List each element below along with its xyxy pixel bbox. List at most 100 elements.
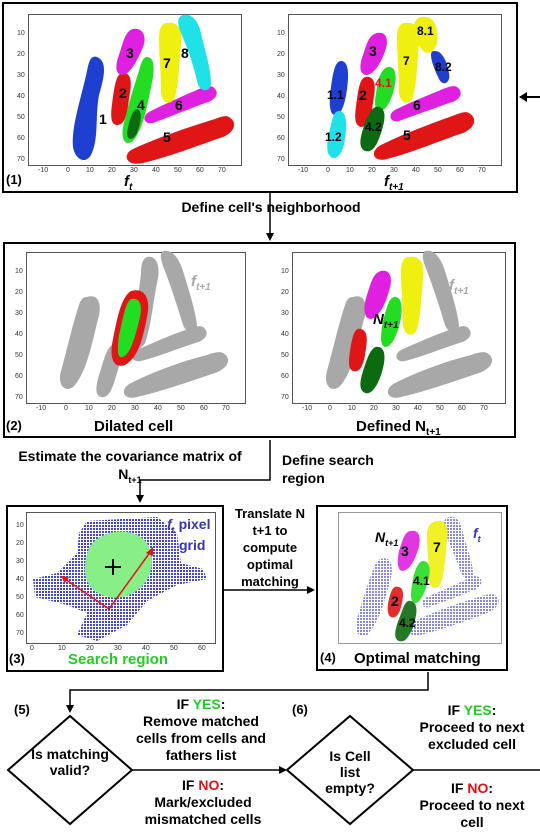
x-tick: 10 [86, 167, 94, 174]
cell-7-shape [159, 22, 182, 103]
x-tick: 40 [152, 167, 160, 174]
cell-1-shape [72, 56, 104, 161]
panel-4-plot: Nt+1 ft 3 7 4.1 2 4.2 [338, 512, 502, 644]
no-text: Mark/excluded mismatched cells [144, 794, 262, 827]
panel-2-right-cells [325, 250, 493, 398]
label-text: f [473, 525, 478, 541]
y-tick: 10 [277, 30, 285, 37]
x-tick: 40 [412, 167, 420, 174]
x-tick: 70 [480, 405, 488, 412]
label-text: Estimate the covariance matrix of N [18, 448, 242, 482]
y-tick: 60 [15, 373, 23, 380]
cell-label: 7 [433, 539, 441, 555]
decision-6-no: IF NO: Proceed to next cell [419, 780, 525, 830]
feedback-arrow-head [519, 92, 527, 102]
y-tick: 20 [277, 51, 285, 58]
y-tick: 70 [15, 394, 23, 401]
ft-cell-outline [355, 558, 392, 637]
x-tick: 60 [200, 405, 208, 412]
matched-cell-red [387, 586, 403, 618]
caption-text: f [384, 173, 389, 190]
y-tick: 40 [16, 576, 24, 583]
y-tick: 50 [16, 594, 24, 601]
decision-5-yes: IF YES: Remove matched cells from cells … [136, 696, 266, 763]
arrow-2-to-3-head [136, 495, 144, 503]
y-tick: 30 [17, 72, 25, 79]
x-tick: 30 [114, 645, 122, 652]
cell-1-2-shape [327, 111, 347, 159]
x-tick: -10 [302, 405, 313, 412]
cell-label: 8.1 [417, 24, 434, 38]
cell-label: 1.1 [327, 88, 344, 102]
y-tick: 70 [17, 156, 25, 163]
x-tick: 30 [130, 167, 138, 174]
cell-6-shape [144, 86, 217, 124]
y-tick: 10 [15, 268, 23, 275]
y-tick: 10 [17, 30, 25, 37]
panel-2-number: (2) [6, 418, 22, 433]
x-tick: 0 [326, 167, 330, 174]
cell-label: 5 [163, 129, 171, 145]
y-tick: 50 [281, 352, 289, 359]
x-tick: 40 [154, 405, 162, 412]
neighbor-shape-green [381, 297, 402, 347]
x-tick: 60 [196, 167, 204, 174]
dilated-cell-core [117, 298, 141, 358]
decision-5-diamond [6, 714, 134, 826]
y-tick: 50 [17, 114, 25, 121]
panel-2-left-caption: Dilated cell [94, 418, 174, 435]
panel-3-plot: ft pixel grid [26, 512, 216, 644]
cell-label: 3 [401, 543, 409, 559]
x-tick: 20 [108, 405, 116, 412]
x-tick: 30 [131, 405, 139, 412]
arrow-3-to-4-head [307, 586, 315, 594]
decision-6-question: Is Cell list empty? [325, 748, 375, 796]
x-tick: -10 [38, 167, 49, 174]
y-tick: 10 [281, 268, 289, 275]
cell-label: 3 [369, 43, 377, 59]
arrow-4-to-5-head [66, 705, 74, 713]
no-prefix: IF [181, 777, 199, 793]
caption-subscript: t [129, 182, 133, 193]
arrow-4-to-5-line [69, 672, 429, 706]
neighbor-shape-magenta [364, 270, 391, 319]
grid-label: ft pixel grid [167, 517, 210, 553]
panel-3-graphics [33, 517, 207, 641]
eigen-vector-b [108, 550, 152, 610]
arrow-5-to-6-head [279, 766, 287, 774]
yes-prefix: IF [447, 702, 464, 718]
matched-cell-yellow [427, 520, 448, 588]
no-word: NO [467, 780, 489, 796]
yes-word: YES [463, 702, 492, 718]
caption-text: f [124, 173, 129, 190]
label-subscript: t+1 [385, 537, 399, 548]
step-1-label: Define cell's neighborhood [181, 199, 361, 215]
tag-text: f [191, 273, 196, 290]
decision-5-no: IF NO: Mark/excluded mismatched cells [144, 777, 262, 827]
x-tick: 50 [174, 167, 182, 174]
neighbor-cell-shape [59, 296, 100, 390]
cell-label: 4.1 [375, 76, 392, 90]
neighbor-shape-yellow [401, 256, 424, 335]
caption-subscript: t+1 [389, 182, 404, 193]
decision-6-diamond [285, 714, 415, 826]
cell-label: 4 [137, 97, 145, 113]
tag-text: f [449, 277, 454, 294]
panel-3-caption: Search region [68, 651, 169, 668]
x-tick: 30 [392, 405, 400, 412]
cell-label: 6 [175, 97, 183, 113]
arrow-1-to-2-head [266, 233, 274, 241]
y-tick: 20 [16, 540, 24, 547]
x-tick: 0 [64, 405, 68, 412]
y-tick: 70 [281, 394, 289, 401]
decision-6-yes: IF YES: Proceed to next excluded cell [419, 702, 525, 752]
panel-3-number: (3) [9, 651, 25, 666]
label-subscript: t+1 [128, 474, 142, 485]
x-tick: 60 [198, 645, 206, 652]
y-tick: 40 [277, 93, 285, 100]
x-tick: 20 [86, 645, 94, 652]
cell-label: 2 [119, 85, 127, 101]
panel-4-n-label: Nt+1 [375, 529, 398, 548]
cell-label: 7 [163, 55, 171, 71]
x-tick: 70 [218, 167, 226, 174]
